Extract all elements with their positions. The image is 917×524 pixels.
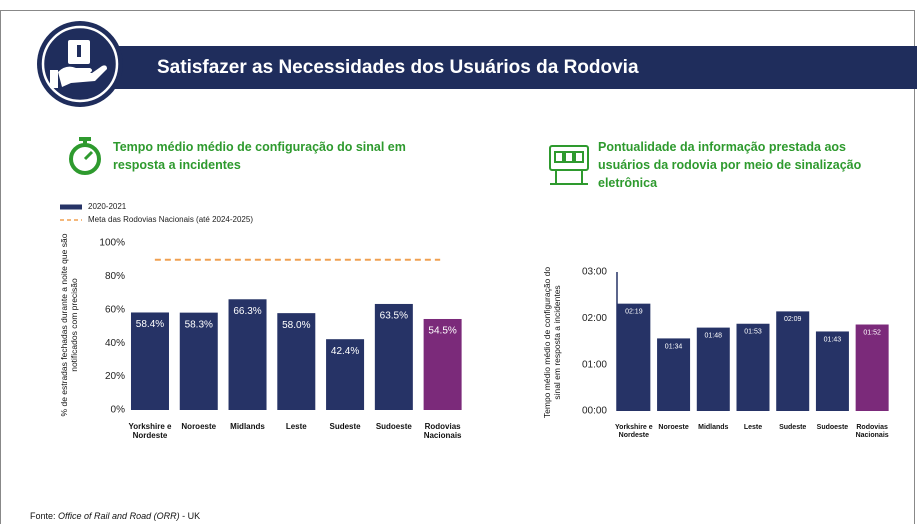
sign-icon: [549, 145, 589, 185]
bar: [617, 303, 651, 411]
bar: [277, 313, 316, 410]
x-tick-label: Midlands: [230, 422, 265, 431]
source-name: Office of Rail and Road (ORR): [58, 511, 180, 521]
value-label: 01:43: [824, 336, 842, 343]
x-tick-label: Midlands: [698, 424, 729, 431]
x-tick-label: Leste: [285, 422, 307, 431]
y-tick-label: 100%: [99, 238, 125, 249]
value-label: 01:34: [665, 343, 683, 350]
value-label: 01:53: [744, 329, 762, 336]
value-label: 58.4%: [136, 319, 164, 330]
y-tick-label: 60%: [105, 304, 125, 315]
bar: [374, 303, 413, 410]
x-tick-label: Noroeste: [181, 422, 217, 431]
bar: [855, 324, 889, 411]
x-tick-label: Yorkshire e Nordeste: [615, 424, 653, 440]
chart-heading: Pontualidade da informação prestada aos …: [598, 140, 862, 190]
x-tick-label: Sudoeste: [375, 422, 412, 431]
y-axis-label: Tempo médio médio de configuração do sin…: [542, 266, 562, 419]
x-tick-label: Sudoeste: [816, 424, 849, 431]
bar: [130, 312, 169, 410]
y-tick-label: 03:00: [582, 267, 607, 278]
value-label: 42.4%: [331, 346, 359, 357]
legend-label: 2020-2021: [88, 202, 127, 211]
y-axis-label: % de estradas fechadas durante a noite q…: [59, 233, 79, 417]
value-label: 63.5%: [380, 311, 408, 322]
y-tick-label: 80%: [105, 271, 125, 282]
y-tick-label: 02:00: [582, 313, 607, 324]
header-icon: [50, 40, 107, 88]
bar: [228, 299, 267, 410]
bar: [326, 339, 365, 410]
chart-heading: Tempo médio médio de configuração do sin…: [113, 140, 406, 172]
value-label: 02:19: [625, 309, 643, 316]
legend-swatch: [60, 204, 82, 210]
x-tick-label: Rodovias Nacionais: [423, 422, 462, 441]
value-label: 66.3%: [233, 306, 261, 317]
header-icon-ring: [41, 25, 119, 103]
x-tick-label: Sudeste: [779, 424, 807, 431]
page-title: Satisfazer as Necessidades dos Usuários …: [157, 57, 639, 78]
y-tick-label: 00:00: [582, 406, 607, 417]
bar: [815, 331, 849, 411]
legend-label: Meta das Rodovias Nacionais (até 2024-20…: [88, 215, 253, 224]
bar: [179, 312, 218, 410]
stopwatch-icon: [69, 137, 101, 175]
value-label: 58.0%: [282, 320, 310, 331]
bar: [423, 318, 462, 410]
value-label: 54.5%: [428, 326, 456, 337]
y-tick-label: 20%: [105, 371, 125, 382]
y-tick-label: 0%: [111, 405, 126, 416]
bar: [657, 338, 691, 411]
x-tick-label: Sudeste: [329, 422, 361, 431]
value-label: 01:48: [705, 332, 723, 339]
value-label: 01:52: [863, 329, 881, 336]
y-tick-label: 40%: [105, 338, 125, 349]
source: Fonte: Office of Rail and Road (ORR) - U…: [30, 511, 200, 521]
bar: [736, 323, 770, 411]
x-tick-label: Noroeste: [658, 424, 689, 431]
bar: [696, 327, 730, 411]
value-label: 58.3%: [185, 319, 213, 330]
value-label: 02:09: [784, 316, 802, 323]
header-band: [100, 46, 917, 89]
x-tick-label: Leste: [743, 424, 763, 431]
x-tick-label: Yorkshire e Nordeste: [128, 422, 172, 441]
frame: [0, 10, 915, 524]
source-suffix: - UK: [182, 511, 201, 521]
source-label: Fonte:: [30, 511, 56, 521]
bar: [776, 311, 810, 411]
x-tick-label: Rodovias Nacionais: [855, 424, 889, 440]
y-tick-label: 01:00: [582, 359, 607, 370]
